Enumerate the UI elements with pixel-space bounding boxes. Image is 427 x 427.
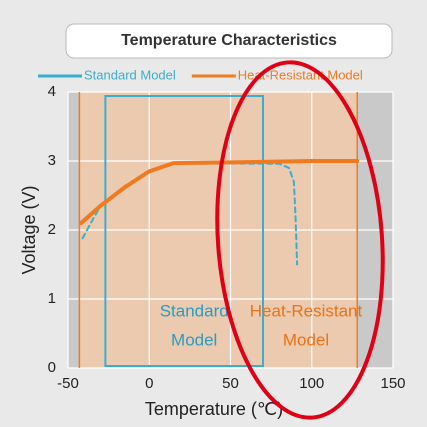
annotation: Heat-Resistant — [250, 301, 363, 320]
standard-range — [104, 95, 264, 367]
x-tick-label: 50 — [222, 375, 239, 392]
y-tick-label: 1 — [48, 290, 56, 307]
annotation: Standard — [160, 301, 229, 320]
legend-label: Heat-Resistant Model — [238, 67, 363, 82]
highlight-ellipse — [215, 60, 385, 420]
legend-label: Standard Model — [84, 67, 176, 82]
x-tick-label: -50 — [57, 375, 79, 392]
x-tick-label: 0 — [145, 375, 153, 392]
annotation: Model — [171, 330, 217, 349]
chart-title: Temperature Characteristics — [121, 32, 337, 49]
y-tick-label: 0 — [48, 359, 56, 376]
title-box — [65, 23, 393, 59]
y-axis-label: Voltage (V) — [19, 185, 39, 274]
x-tick-label: 150 — [380, 375, 405, 392]
annotation: Model — [283, 330, 329, 349]
y-tick-label: 2 — [48, 221, 56, 238]
series-line — [79, 159, 360, 226]
y-tick-label: 4 — [48, 83, 56, 100]
x-axis-label: Temperature (℃) — [145, 399, 283, 419]
y-tick-label: 3 — [48, 152, 56, 169]
x-tick-label: 100 — [299, 375, 324, 392]
